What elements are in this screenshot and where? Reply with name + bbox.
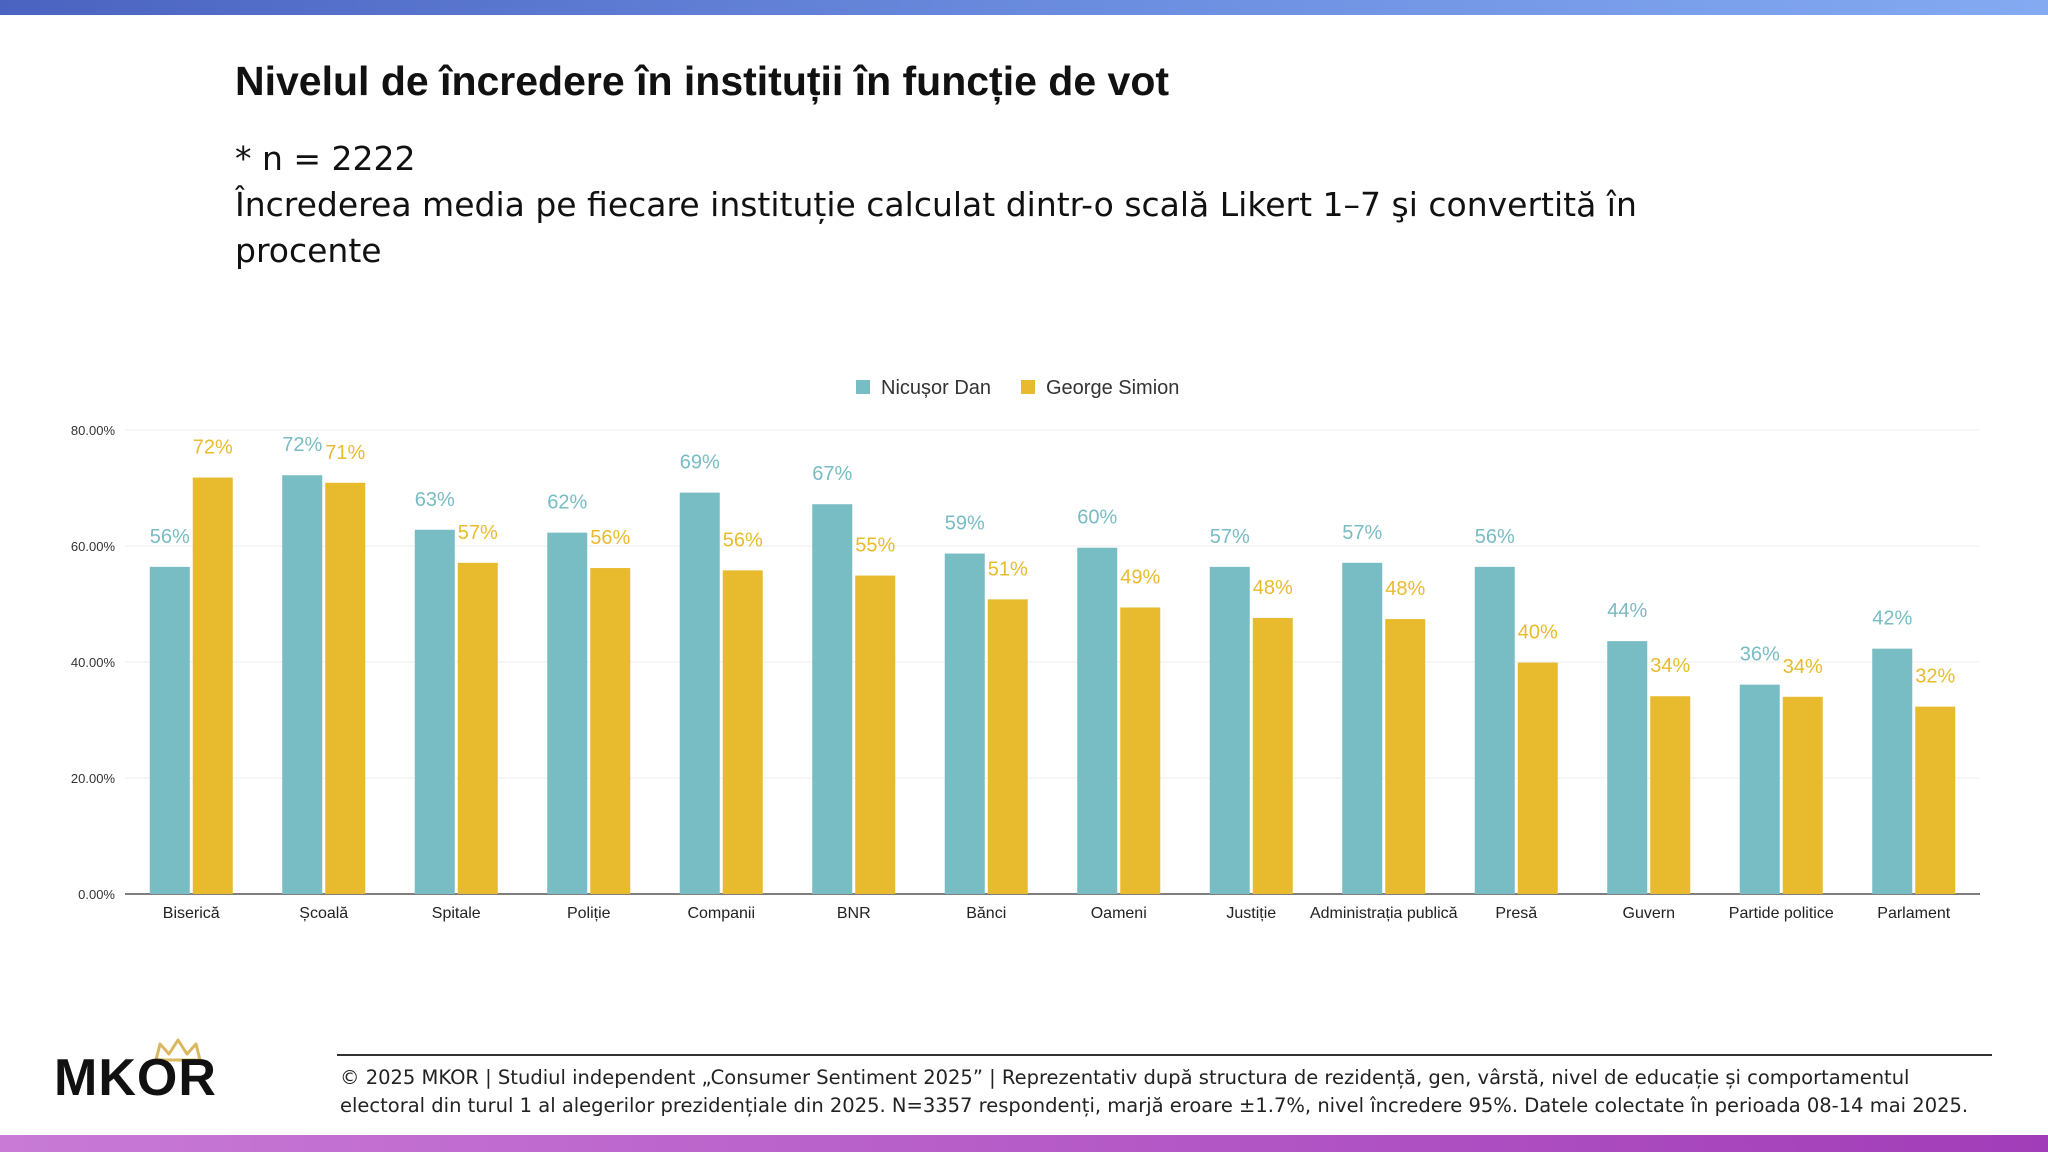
data-label: 72% — [282, 434, 322, 456]
data-label: 44% — [1607, 600, 1647, 622]
x-tick-label: Administrația publică — [1310, 905, 1458, 922]
bar — [855, 575, 896, 894]
data-label: 55% — [855, 535, 895, 557]
bar — [1650, 696, 1691, 894]
bar — [149, 566, 190, 894]
data-label: 32% — [1915, 666, 1955, 688]
legend-swatch — [856, 380, 870, 394]
subtitle: * n = 2222 Încrederea media pe fiecare i… — [235, 136, 1735, 274]
bar — [1517, 662, 1558, 894]
y-tick-label: 0.00% — [78, 887, 115, 902]
bar — [192, 477, 233, 894]
top-accent-band — [0, 0, 2048, 15]
bar — [590, 568, 631, 894]
x-tick-label: Spitale — [432, 905, 481, 922]
x-tick-label: Poliție — [567, 905, 611, 922]
bar — [1077, 547, 1118, 894]
data-label: 42% — [1872, 608, 1912, 630]
data-label: 56% — [150, 526, 190, 548]
legend-label: Nicușor Dan — [881, 377, 991, 399]
crown-icon — [154, 1038, 202, 1062]
data-label: 69% — [680, 452, 720, 474]
data-label: 36% — [1740, 644, 1780, 666]
y-tick-label: 20.00% — [71, 771, 116, 786]
x-tick-label: Oameni — [1091, 905, 1147, 922]
data-label: 60% — [1077, 507, 1117, 529]
x-tick-label: Partide politice — [1729, 905, 1834, 922]
bar — [1782, 696, 1823, 894]
data-label: 40% — [1518, 622, 1558, 644]
x-tick-label: Biserică — [163, 905, 220, 922]
x-tick-label: Bănci — [966, 905, 1006, 922]
bar — [547, 532, 588, 894]
bar — [1474, 566, 1515, 894]
x-tick-label: Companii — [687, 905, 755, 922]
bar — [679, 492, 720, 894]
data-label: 57% — [1210, 526, 1250, 548]
x-tick-label: Guvern — [1623, 905, 1675, 922]
x-tick-label: Presă — [1495, 905, 1537, 922]
data-label: 57% — [1342, 522, 1382, 544]
data-label: 56% — [590, 527, 630, 549]
data-label: 71% — [325, 442, 365, 464]
x-tick-label: Justiție — [1226, 905, 1276, 922]
bar — [1385, 619, 1426, 894]
data-label: 72% — [193, 437, 233, 459]
bar — [722, 570, 763, 894]
bar — [414, 529, 455, 894]
bar — [1120, 607, 1161, 894]
data-label: 56% — [723, 529, 763, 551]
footer-line-2: electoral din turul 1 al alegerilor prez… — [340, 1094, 1969, 1117]
bar — [1252, 617, 1293, 894]
data-label: 63% — [415, 489, 455, 511]
data-label: 59% — [945, 513, 985, 535]
legend-swatch — [1021, 380, 1035, 394]
bar — [1915, 706, 1956, 894]
logo-wordmark: MKOR — [54, 1049, 217, 1107]
mkor-logo: MKOR — [54, 1038, 244, 1107]
bar — [282, 475, 323, 894]
bar — [1209, 566, 1250, 894]
bar — [1342, 562, 1383, 894]
x-tick-label: BNR — [837, 905, 871, 922]
y-tick-label: 80.00% — [71, 423, 116, 438]
bar — [987, 599, 1028, 894]
page-title: Nivelul de încredere în instituții în fu… — [235, 58, 1170, 104]
bar-chart: 0.00% 20.00% 40.00% 60.00% 80.00% 56% 72% Biser… — [71, 377, 1980, 922]
bar — [325, 482, 366, 894]
data-label: 62% — [547, 492, 587, 514]
data-label: 48% — [1385, 578, 1425, 600]
bar — [1739, 684, 1780, 894]
data-label: 34% — [1650, 655, 1690, 677]
sample-size-note: * n = 2222 — [235, 139, 416, 178]
bar — [1607, 641, 1648, 894]
y-tick-label: 60.00% — [71, 539, 116, 554]
bar — [1872, 648, 1913, 894]
legend-label: George Simion — [1046, 377, 1179, 399]
x-tick-label: Parlament — [1877, 905, 1950, 922]
bar — [944, 553, 985, 894]
y-tick-label: 40.00% — [71, 655, 116, 670]
data-label: 57% — [458, 522, 498, 544]
bottom-accent-band — [0, 1135, 2048, 1152]
data-label: 51% — [988, 558, 1028, 580]
data-label: 48% — [1253, 577, 1293, 599]
data-label: 34% — [1783, 656, 1823, 678]
footer-line-1: © 2025 MKOR | Studiul independent „Consu… — [340, 1066, 1910, 1089]
data-label: 67% — [812, 463, 852, 485]
data-label: 56% — [1475, 526, 1515, 548]
bar — [812, 504, 853, 894]
method-note: Încrederea media pe fiecare instituție c… — [235, 185, 1637, 270]
footer-divider — [337, 1054, 1992, 1056]
footer-note: © 2025 MKOR | Studiul independent „Consu… — [340, 1064, 1990, 1120]
bar — [457, 562, 498, 894]
data-label: 49% — [1120, 566, 1160, 588]
x-tick-label: Școală — [299, 905, 348, 922]
